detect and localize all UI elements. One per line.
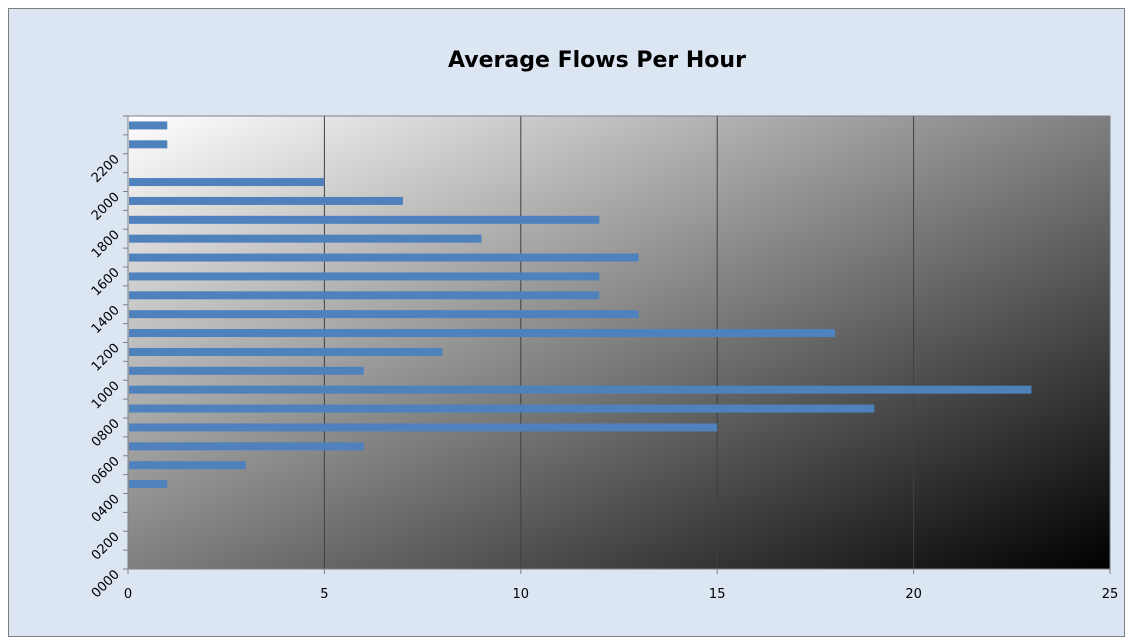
bar-1700: [129, 234, 482, 243]
chart-title: Average Flows Per Hour: [448, 48, 746, 73]
y-tick-label: 1800: [89, 227, 123, 261]
y-tick-label: 1000: [89, 378, 123, 412]
bar-1200: [129, 329, 836, 338]
bar-2200: [129, 140, 168, 149]
x-tick-label: 10: [513, 587, 530, 602]
y-tick-label: 2200: [89, 152, 123, 186]
bar-1100: [129, 347, 443, 356]
bar-1600: [129, 253, 639, 262]
y-tick-label: 1400: [89, 303, 123, 337]
bar-0700: [129, 423, 718, 432]
bar-0800: [129, 404, 875, 413]
bar-1300: [129, 310, 639, 319]
chart-area: Average Flows Per Hour 0 5 10 15 20 25 0000 020…: [8, 8, 1125, 637]
y-tick-label: 0400: [89, 492, 123, 526]
x-tick-label: 15: [709, 587, 726, 602]
bar-1400: [129, 291, 600, 300]
bar-1000: [129, 366, 364, 375]
x-tick-label: 5: [320, 587, 328, 602]
y-tick-label: 0800: [89, 416, 123, 450]
gridlines: [323, 116, 1111, 569]
axes: [123, 115, 1111, 574]
chart-svg: Average Flows Per Hour 0 5 10 15 20 25 0000 020…: [89, 48, 1119, 602]
bar-1800: [129, 215, 600, 224]
bar-0600: [129, 442, 364, 451]
x-tick-label: 25: [1102, 587, 1119, 602]
bar-2000: [129, 178, 325, 187]
y-tick-label: 0000: [89, 567, 123, 601]
y-tick-label: 2000: [89, 190, 123, 224]
x-tick-label: 20: [905, 587, 922, 602]
y-tick-label: 1600: [89, 265, 123, 299]
bar-1900: [129, 196, 403, 205]
bar-0400: [129, 480, 168, 489]
plot-area: [128, 116, 1110, 569]
bar-0900: [129, 385, 1032, 394]
y-tick-label: 0600: [89, 454, 123, 488]
y-tick-label: 1200: [89, 341, 123, 375]
x-tick-label: 0: [124, 587, 132, 602]
y-tick-label: 0200: [89, 529, 123, 563]
bar-2300: [129, 121, 168, 130]
bar-0500: [129, 461, 246, 470]
bars: [129, 121, 1032, 489]
bar-1500: [129, 272, 600, 281]
